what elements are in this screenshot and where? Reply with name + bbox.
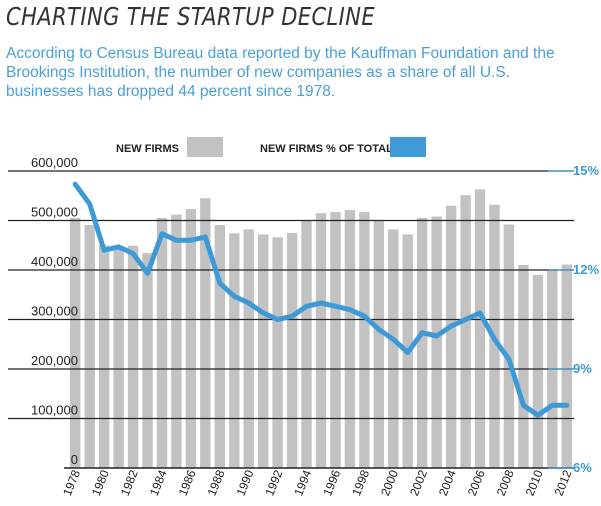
x-tick-label: 1996 — [320, 468, 343, 498]
x-tick-label: 2006 — [465, 468, 488, 498]
bar — [229, 233, 240, 468]
left-tick-label: 0 — [71, 452, 78, 467]
line-path — [72, 181, 570, 418]
bar — [70, 218, 81, 468]
legend-swatch-new-firms-pct — [390, 137, 426, 157]
bar — [171, 214, 182, 468]
right-tick-label: 15% — [573, 163, 599, 178]
x-tick-label: 1992 — [262, 468, 285, 498]
left-tick-label: 100,000 — [31, 403, 78, 418]
legend-swatch-new-firms — [187, 137, 223, 157]
x-tick-label: 2012 — [552, 468, 575, 498]
bar — [388, 229, 399, 468]
line-series — [72, 181, 570, 418]
x-tick-label: 2008 — [494, 468, 517, 498]
bar — [417, 218, 428, 468]
x-tick-label: 2000 — [378, 468, 401, 498]
bar — [200, 198, 211, 468]
right-tick-label: 9% — [573, 361, 592, 376]
bar — [315, 213, 327, 468]
bar — [431, 216, 442, 468]
bar — [344, 210, 356, 468]
x-axis: 1978 1980 1982 1984 1986 1988 1990 1992 1994 1996… — [60, 468, 575, 498]
x-tick-label: 1994 — [291, 468, 314, 498]
x-tick-label: 1988 — [205, 468, 228, 498]
x-tick-label: 1978 — [60, 468, 83, 498]
bar — [518, 265, 529, 468]
bar — [474, 189, 486, 469]
bar — [272, 237, 283, 468]
bar — [113, 246, 124, 468]
left-tick-label: 600,000 — [31, 155, 78, 170]
bar-series — [70, 189, 572, 469]
chart-subtitle: According to Census Bureau data reported… — [6, 45, 555, 100]
x-tick-label: 2010 — [523, 468, 546, 498]
bar — [503, 224, 515, 468]
bar — [460, 195, 471, 469]
left-tick-label: 200,000 — [31, 353, 78, 368]
x-tick-label: 1986 — [176, 468, 199, 498]
right-axis: 6% 9% 12% 15% — [548, 163, 599, 475]
bar — [243, 229, 254, 468]
bar — [286, 232, 298, 468]
bar — [301, 220, 312, 468]
legend-label-new-firms-pct: NEW FIRMS % OF TOTAL — [260, 143, 393, 155]
bar — [330, 212, 341, 468]
bar — [185, 209, 197, 468]
bar — [561, 264, 572, 468]
bar — [359, 212, 370, 468]
bar — [258, 234, 269, 468]
legend: NEW FIRMS NEW FIRMS % OF TOTAL — [116, 137, 426, 157]
left-tick-label: 500,000 — [31, 205, 78, 220]
bar — [532, 274, 544, 468]
left-axis: 0 100,000 200,000 300,000 400,000 500,000 600,… — [31, 155, 78, 467]
x-tick-label: 1980 — [89, 468, 112, 498]
legend-label-new-firms: NEW FIRMS — [116, 143, 179, 155]
left-tick-label: 400,000 — [31, 254, 78, 269]
x-tick-label: 2002 — [407, 468, 430, 498]
bar — [445, 205, 457, 468]
right-tick-label: 6% — [573, 460, 592, 475]
grid-lines — [8, 170, 574, 469]
bar — [373, 221, 384, 468]
left-tick-label: 300,000 — [31, 304, 78, 319]
bar — [156, 218, 168, 468]
bar — [214, 225, 225, 468]
bar — [84, 225, 95, 468]
x-tick-label: 1984 — [147, 468, 170, 498]
x-tick-label: 1998 — [349, 468, 372, 498]
chart-title: CHARTING THE STARTUP DECLINE — [6, 2, 376, 31]
bar — [98, 245, 110, 469]
x-tick-label: 2004 — [436, 468, 459, 498]
bar — [142, 253, 153, 468]
x-tick-label: 1990 — [234, 468, 257, 498]
x-tick-label: 1982 — [118, 468, 141, 498]
bar — [127, 245, 139, 468]
right-tick-label: 12% — [573, 262, 599, 277]
